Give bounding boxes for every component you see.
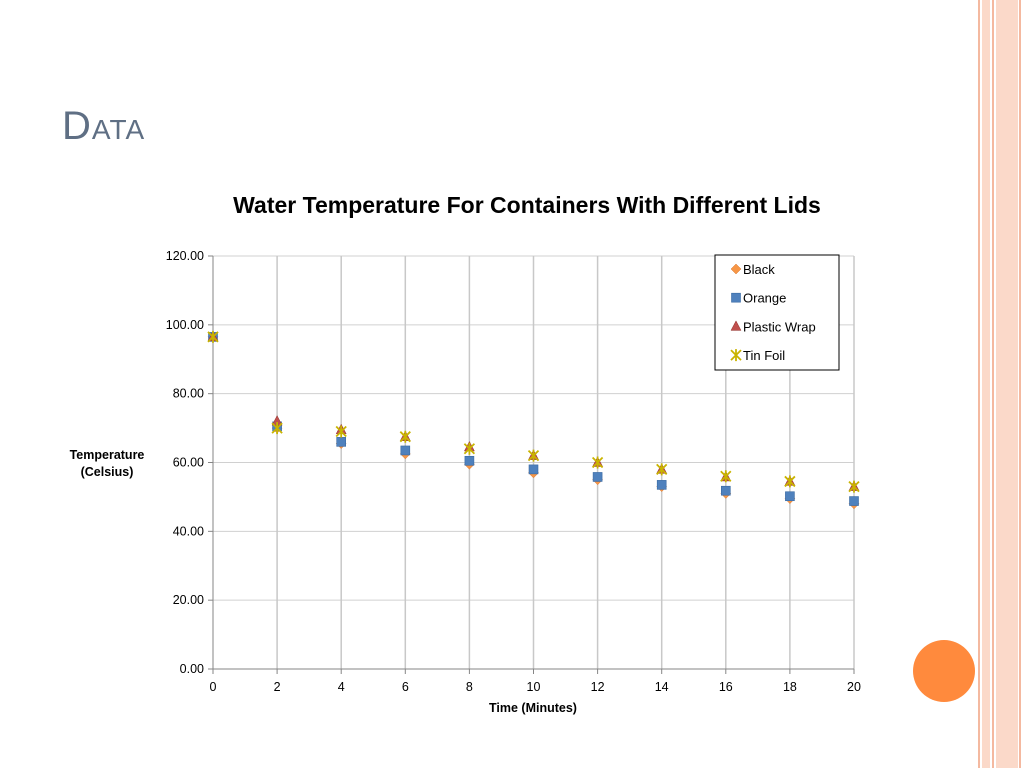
- legend-marker-plastic-wrap: [730, 320, 742, 331]
- legend-marker-orange: [731, 292, 741, 303]
- data-points: [207, 330, 860, 510]
- chart-legend: Black Orange Plastic Wrap Tin Foil: [714, 254, 840, 371]
- data-point-orange: [592, 472, 603, 482]
- data-point-tin-foil: [335, 425, 347, 438]
- frame-line: [978, 0, 980, 768]
- data-point-tin-foil: [463, 442, 476, 455]
- x-tick-label: 20: [847, 680, 861, 694]
- data-point-orange: [656, 480, 667, 490]
- data-point-tin-foil: [527, 449, 540, 462]
- data-point-orange: [720, 485, 731, 496]
- x-tick-label: 10: [527, 680, 541, 694]
- x-tick-label: 4: [338, 680, 345, 694]
- legend-label: Plastic Wrap: [743, 319, 816, 334]
- frame-stripe: [982, 0, 990, 768]
- x-axis-label: Time (Minutes): [489, 701, 577, 715]
- x-tick-label: 12: [591, 680, 605, 694]
- y-tick-label: 0.00: [180, 662, 204, 676]
- data-point-tin-foil: [399, 430, 411, 443]
- data-point-orange: [400, 445, 411, 456]
- y-axis-label-line2: (Celsius): [81, 465, 134, 479]
- x-tick-label: 2: [274, 680, 281, 694]
- data-point-tin-foil: [591, 456, 604, 469]
- frame-stripe: [996, 0, 1018, 768]
- data-point-tin-foil: [848, 480, 860, 493]
- x-tick-label: 18: [783, 680, 797, 694]
- data-point-orange: [528, 464, 539, 475]
- chart-tick-labels: 0.00 20.00 40.00 60.00 80.00 100.00 120.00 0 2 4 6…: [166, 249, 861, 694]
- chart-axes: [208, 255, 855, 674]
- data-point-tin-foil: [271, 422, 283, 435]
- x-tick-label: 8: [466, 680, 473, 694]
- legend-label: Black: [743, 262, 775, 277]
- frame-line: [1019, 0, 1021, 768]
- data-point-tin-foil: [656, 463, 668, 476]
- y-tick-label: 20.00: [173, 593, 204, 607]
- chart-title: Water Temperature For Containers With Di…: [233, 192, 821, 218]
- data-point-orange: [336, 437, 347, 447]
- legend-label: Tin Foil: [743, 348, 785, 363]
- y-tick-label: 80.00: [173, 387, 204, 401]
- y-tick-label: 40.00: [173, 524, 204, 538]
- y-tick-label: 100.00: [166, 318, 204, 332]
- data-point-tin-foil: [784, 475, 796, 488]
- slide-title: Data: [62, 104, 146, 148]
- y-axis-label-line1: Temperature: [70, 448, 145, 462]
- legend-label: Orange: [743, 291, 786, 306]
- data-point-tin-foil: [720, 470, 732, 483]
- legend-marker-tin-foil: [730, 349, 742, 362]
- y-tick-label: 60.00: [173, 456, 204, 470]
- x-tick-label: 16: [719, 680, 733, 694]
- decorative-circle: [913, 640, 975, 702]
- x-tick-label: 0: [210, 680, 217, 694]
- frame-line: [992, 0, 994, 768]
- y-tick-label: 120.00: [166, 249, 204, 263]
- data-point-orange: [464, 455, 475, 466]
- x-tick-label: 14: [655, 680, 669, 694]
- data-point-tin-foil: [207, 330, 219, 343]
- data-point-orange: [785, 491, 795, 502]
- x-tick-label: 6: [402, 680, 409, 694]
- data-point-orange: [849, 496, 859, 506]
- legend-marker-black: [730, 263, 742, 275]
